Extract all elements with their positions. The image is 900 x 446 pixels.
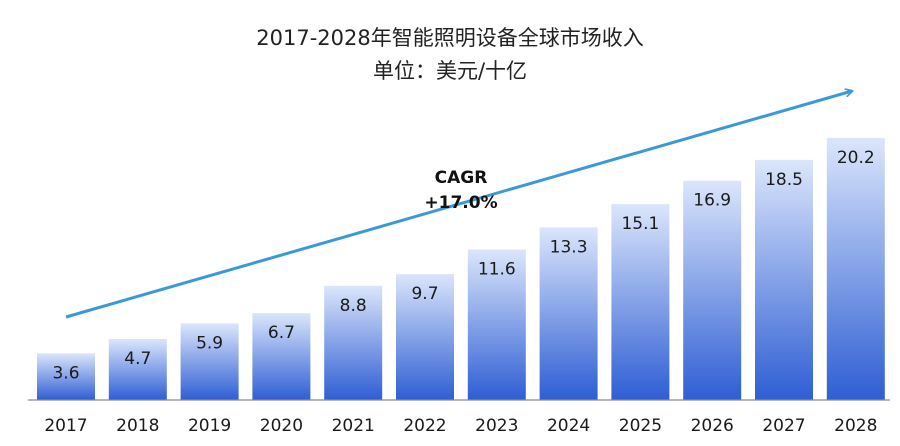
value-label-2024: 13.3 <box>550 237 588 257</box>
value-label-2028: 20.2 <box>837 148 875 168</box>
x-tick-label-2022: 2022 <box>403 416 446 436</box>
value-label-2022: 9.7 <box>411 284 438 304</box>
x-tick-label-2023: 2023 <box>475 416 518 436</box>
value-label-2017: 3.6 <box>52 363 79 383</box>
value-labels-group: 3.6 4.7 5.9 6.7 8.8 9.7 11.6 13.3 15.1 16.9 18.5 20… <box>52 148 874 383</box>
bar-2028 <box>826 137 885 400</box>
x-tick-label-2017: 2017 <box>44 416 87 436</box>
x-tick-label-2025: 2025 <box>619 416 662 436</box>
chart-subtitle: 单位：美元/十亿 <box>373 59 527 83</box>
x-tick-labels-group: 2017 2018 2019 2020 2021 2022 2023 2024 2025 2026… <box>44 416 877 436</box>
cagr-trend-arrow <box>65 91 852 319</box>
bar-2022 <box>396 274 454 400</box>
value-label-2021: 8.8 <box>340 296 367 316</box>
bar-2026 <box>683 180 742 400</box>
x-tick-label-2021: 2021 <box>332 416 375 436</box>
x-tick-label-2019: 2019 <box>188 416 231 436</box>
value-label-2027: 18.5 <box>765 170 803 190</box>
x-tick-label-2024: 2024 <box>547 416 590 436</box>
bar-2024 <box>539 227 598 400</box>
value-label-2020: 6.7 <box>268 323 295 343</box>
bars-group <box>37 137 885 400</box>
x-tick-label-2026: 2026 <box>691 416 734 436</box>
cagr-label: CAGR <box>435 168 488 188</box>
bar-2023 <box>467 249 526 400</box>
x-tick-label-2020: 2020 <box>260 416 303 436</box>
bar-2021 <box>324 285 383 400</box>
bar-2017 <box>37 353 95 400</box>
value-label-2019: 5.9 <box>196 333 223 353</box>
value-label-2023: 11.6 <box>478 260 516 280</box>
value-label-2025: 15.1 <box>621 214 659 234</box>
bar-2019 <box>180 323 239 400</box>
x-tick-label-2028: 2028 <box>834 416 877 436</box>
value-label-2026: 16.9 <box>693 191 731 211</box>
bar-2025 <box>611 204 670 400</box>
chart-title: 2017-2028年智能照明设备全球市场收入 <box>256 26 643 50</box>
x-tick-label-2027: 2027 <box>762 416 805 436</box>
bar-2020 <box>252 313 311 400</box>
bar-2018 <box>108 339 167 400</box>
cagr-value: +17.0% <box>424 193 497 213</box>
bar-2027 <box>755 159 813 400</box>
value-label-2018: 4.7 <box>124 349 151 369</box>
x-tick-label-2018: 2018 <box>116 416 159 436</box>
